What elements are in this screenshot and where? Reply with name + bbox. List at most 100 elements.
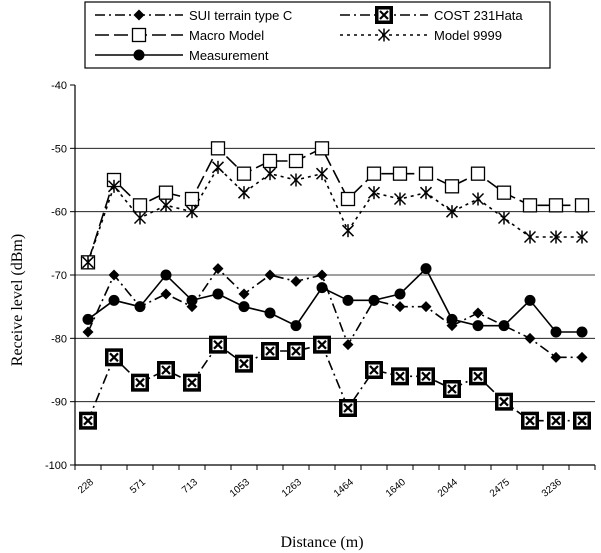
y-tick-label: -50 <box>51 143 67 155</box>
data-point <box>573 411 591 430</box>
data-point <box>315 167 329 181</box>
data-point <box>420 263 432 275</box>
data-point <box>574 198 590 213</box>
data-point <box>445 205 459 219</box>
data-point <box>108 294 120 306</box>
legend-label: Measurement <box>189 48 269 63</box>
data-point <box>498 320 510 332</box>
data-point <box>549 230 563 244</box>
data-point <box>313 335 331 354</box>
data-point <box>470 166 486 181</box>
series-line <box>87 267 582 359</box>
data-point <box>472 307 484 319</box>
data-point <box>496 185 512 200</box>
data-point <box>576 351 588 363</box>
data-point <box>550 351 562 363</box>
data-point <box>368 294 380 306</box>
series-macro-model <box>80 141 590 270</box>
data-point <box>340 191 356 207</box>
x-tick-label: 3236 <box>540 477 564 500</box>
legend-marker <box>133 9 145 21</box>
legend-marker <box>131 27 147 43</box>
data-point <box>107 179 121 193</box>
data-point <box>550 326 562 338</box>
legend-item: COST 231Hata <box>340 6 523 24</box>
data-point <box>235 354 253 373</box>
y-tick-label: -40 <box>51 80 67 92</box>
y-tick-label: -80 <box>51 333 67 345</box>
data-point <box>443 380 461 398</box>
data-point <box>160 269 172 281</box>
data-point <box>134 301 146 313</box>
data-point <box>264 269 276 281</box>
data-point <box>316 282 328 294</box>
legend-label: Model 9999 <box>434 28 502 43</box>
data-point <box>444 179 460 194</box>
data-point <box>471 192 485 206</box>
data-point <box>365 361 383 379</box>
data-point <box>237 186 251 200</box>
data-point <box>548 198 564 213</box>
data-point <box>342 339 354 351</box>
data-point <box>394 301 406 313</box>
data-point <box>314 141 330 156</box>
data-point <box>339 399 357 417</box>
data-point <box>212 263 224 275</box>
data-point <box>417 367 435 386</box>
data-point <box>238 288 250 300</box>
data-point <box>210 141 226 156</box>
data-point <box>290 320 302 332</box>
data-point <box>524 332 536 344</box>
x-tick-label: 1464 <box>332 477 356 500</box>
data-point <box>133 211 147 225</box>
y-tick-label: -70 <box>51 270 67 282</box>
data-point <box>160 288 172 300</box>
data-point <box>108 269 120 281</box>
legend-item: Model 9999 <box>340 28 502 43</box>
data-point <box>342 294 354 306</box>
data-point <box>184 191 200 207</box>
legend-label: SUI terrain type C <box>189 8 292 23</box>
x-tick-label: 2475 <box>488 477 512 500</box>
legend-label: Macro Model <box>189 28 264 43</box>
data-point <box>394 288 406 300</box>
data-point <box>418 166 434 181</box>
series-cost-231hata <box>79 335 591 430</box>
data-point <box>469 367 487 386</box>
data-point <box>287 342 305 360</box>
data-point <box>157 361 175 379</box>
data-point <box>547 411 565 430</box>
data-point <box>105 348 123 367</box>
legend: SUI terrain type C COST 231Hata Macro Mode… <box>84 1 551 69</box>
data-point <box>212 288 224 300</box>
data-point <box>495 392 513 411</box>
data-point <box>185 205 199 219</box>
data-point <box>420 301 432 313</box>
x-tick-label: 1640 <box>384 477 408 500</box>
legend-item: SUI terrain type C <box>95 8 292 23</box>
data-point <box>288 153 304 169</box>
data-point <box>211 160 225 174</box>
data-point <box>497 211 511 225</box>
data-point <box>289 173 303 187</box>
legend-marker <box>375 6 393 24</box>
series-line <box>87 166 582 263</box>
series-layer <box>79 141 591 430</box>
legend-marker <box>133 49 145 61</box>
legend-label: COST 231Hata <box>434 8 523 23</box>
series-sui-terrain-type-c <box>82 263 588 363</box>
data-point <box>290 275 302 287</box>
data-point <box>391 367 409 386</box>
data-point <box>238 301 250 313</box>
data-point <box>264 307 276 319</box>
series-line <box>87 146 582 263</box>
data-point <box>159 198 173 212</box>
y-tick-label: -100 <box>45 460 67 472</box>
data-point <box>392 166 408 181</box>
x-tick-label: 228 <box>76 477 96 496</box>
data-point <box>393 192 407 206</box>
x-tick-label: 2044 <box>436 477 460 500</box>
data-point <box>183 373 201 392</box>
